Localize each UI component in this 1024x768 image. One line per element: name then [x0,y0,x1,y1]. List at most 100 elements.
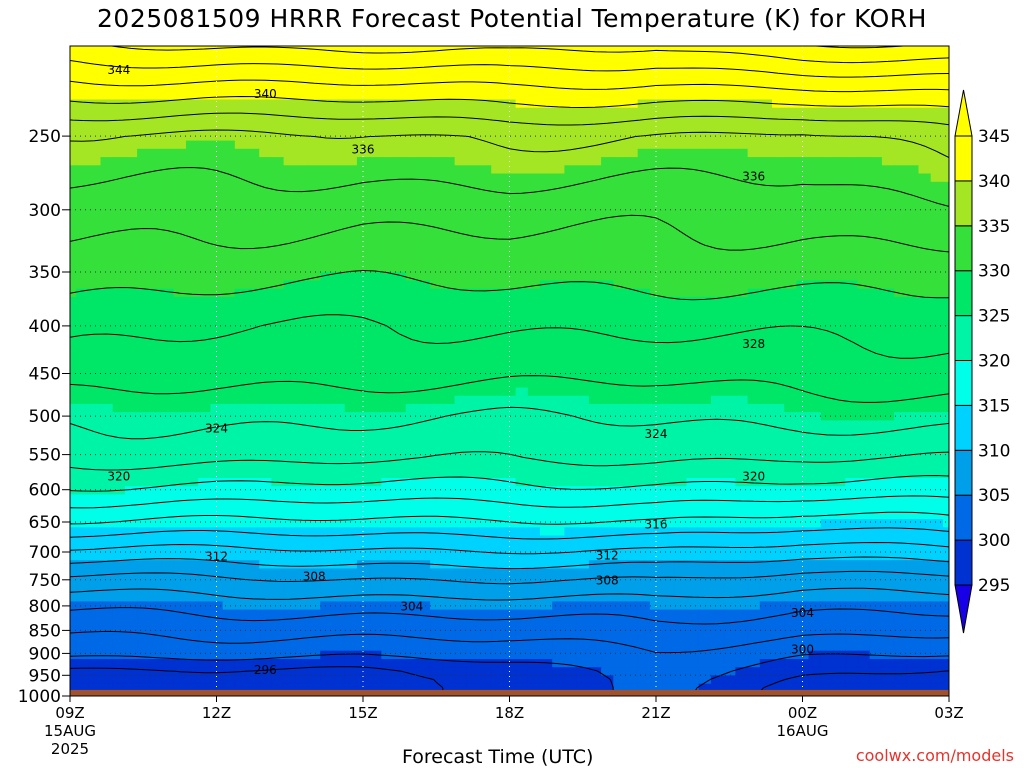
theta-cell [161,354,175,364]
theta-cell [320,527,334,537]
theta-cell [759,371,773,380]
theta-cell [576,527,590,537]
theta-cell [479,239,492,249]
theta-cell [234,502,248,512]
theta-cell [662,296,675,306]
theta-cell [942,494,949,504]
theta-cell [369,469,382,479]
theta-cell [222,362,236,372]
theta-cell [332,469,346,479]
theta-cell [686,395,700,405]
theta-cell [344,305,358,314]
theta-cell [295,239,309,249]
theta-cell [564,255,578,265]
theta-cell [930,379,944,388]
theta-cell [369,190,382,199]
theta-cell [381,486,395,495]
theta-cell [552,272,565,282]
theta-cell [308,140,321,150]
theta-cell [198,445,211,454]
theta-cell [405,264,419,273]
theta-cell [454,247,468,257]
theta-cell [759,239,773,249]
theta-cell [454,132,468,142]
theta-cell [186,58,199,68]
theta-cell [247,247,260,257]
theta-cell [503,83,517,92]
theta-cell [845,436,858,446]
theta-cell [295,148,309,158]
theta-cell [308,519,321,528]
theta-cell [942,420,949,430]
theta-cell [442,321,456,331]
theta-cell [869,107,883,117]
theta-cell [613,255,627,265]
theta-cell [503,494,517,504]
theta-cell [759,321,773,331]
theta-cell [161,74,175,84]
theta-cell [466,387,480,397]
theta-cell [430,157,443,166]
theta-cell [637,412,651,421]
theta-cell [808,272,822,282]
theta-cell [308,362,321,372]
theta-cell [588,148,602,158]
theta-cell [540,395,553,405]
theta-cell [393,519,407,528]
theta-cell [710,502,724,512]
theta-cell [234,173,248,183]
theta-cell [479,403,492,413]
theta-cell [564,453,578,463]
theta-cell [674,115,688,125]
theta-cell [308,83,321,92]
theta-cell [625,222,639,232]
theta-cell [918,543,932,553]
theta-cell [283,387,297,397]
theta-cell [552,50,565,59]
theta-cell [393,494,407,504]
theta-cell [234,239,248,249]
theta-cell [588,387,602,397]
theta-cell [649,198,663,207]
theta-cell [649,231,663,240]
theta-cell [308,329,321,339]
theta-cell [295,379,309,388]
theta-cell [137,478,150,487]
theta-cell [271,354,285,364]
theta-cell [710,453,724,463]
theta-cell [540,527,553,537]
theta-cell [137,354,150,364]
theta-cell [723,58,736,68]
theta-cell [417,527,431,537]
theta-cell [918,403,932,413]
theta-cell [625,173,639,183]
theta-cell [369,486,382,495]
theta-cell [564,280,578,290]
theta-cell [503,58,517,68]
theta-cell [186,494,199,504]
theta-cell [247,214,260,224]
theta-cell [124,124,138,133]
theta-cell [161,239,175,249]
theta-cell [613,371,627,380]
theta-cell [747,428,761,438]
theta-cell [503,264,517,273]
theta-cell [430,66,443,76]
theta-cell [588,584,602,594]
theta-cell [674,403,688,413]
theta-cell [930,231,944,240]
theta-cell [173,305,187,314]
theta-cell [173,222,187,232]
theta-cell [772,436,785,446]
theta-cell [405,576,419,586]
theta-cell [149,165,163,175]
theta-cell [100,560,114,569]
theta-cell [124,222,138,232]
theta-cell [149,478,163,487]
theta-cell [857,165,871,175]
theta-cell [747,107,761,117]
theta-cell [881,288,895,298]
theta-cell [808,502,822,512]
theta-cell [332,428,346,438]
